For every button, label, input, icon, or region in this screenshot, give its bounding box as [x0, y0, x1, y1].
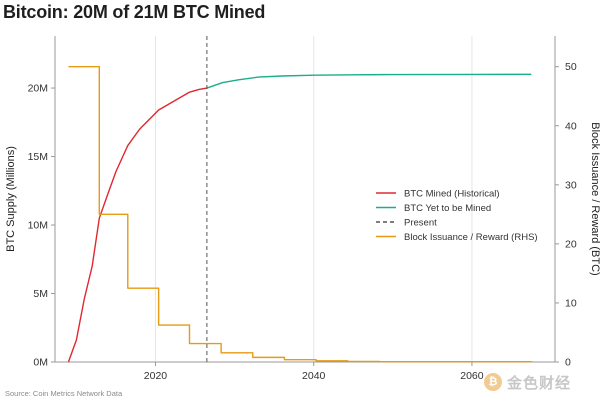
y-tick-label: 20M [28, 83, 48, 95]
legend-label: BTC Yet to be Mined [404, 203, 491, 214]
y2-tick-label: 30 [565, 179, 577, 191]
axes-layer [51, 36, 559, 366]
y-axis-title: BTC Supply (Millions) [5, 146, 17, 252]
y2-tick-label: 10 [565, 297, 577, 309]
x-tick-label: 2020 [144, 370, 168, 382]
y-tick-label: 0M [33, 357, 48, 369]
y-tick-label: 10M [28, 220, 48, 232]
chart-title: Bitcoin: 20M of 21M BTC Mined [3, 2, 266, 22]
series-layer [67, 36, 532, 363]
y2-tick-label: 20 [565, 238, 577, 250]
source-note: Source: Coin Metrics Network Data [5, 389, 123, 398]
legend-label: Block Issuance / Reward (RHS) [404, 232, 538, 243]
legend-label: Present [404, 218, 437, 229]
y-tick-label: 5M [33, 288, 48, 300]
y2-tick-label: 50 [565, 61, 577, 73]
y2-tick-label: 0 [565, 357, 571, 369]
x-tick-label: 2040 [302, 370, 326, 382]
series-btc-yet-to-be-mined [206, 73, 532, 89]
y-tick-label: 15M [28, 151, 48, 163]
grid-layer [154, 36, 473, 362]
y2-tick-label: 40 [565, 120, 577, 132]
watermark-text: 金色财经 [507, 374, 572, 392]
series-btc-mined-historical [67, 87, 208, 363]
legend-label: BTC Mined (Historical) [404, 189, 500, 200]
y2-axis-title: Block Issuance / Reward (BTC) [589, 122, 600, 275]
series-block-issuance-reward-rhs [68, 66, 532, 363]
x-tick-label: 2060 [460, 370, 484, 382]
legend: BTC Mined (Historical) BTC Yet to be Mine… [376, 189, 538, 243]
watermark-logo-icon: ₿ [484, 373, 502, 391]
watermark: ₿ 金色财经 [484, 371, 571, 393]
labels-layer: 0M 5M 10M 15M 20M 0 10 20 30 40 50 2020 2040 2060 BTC … [5, 61, 600, 382]
